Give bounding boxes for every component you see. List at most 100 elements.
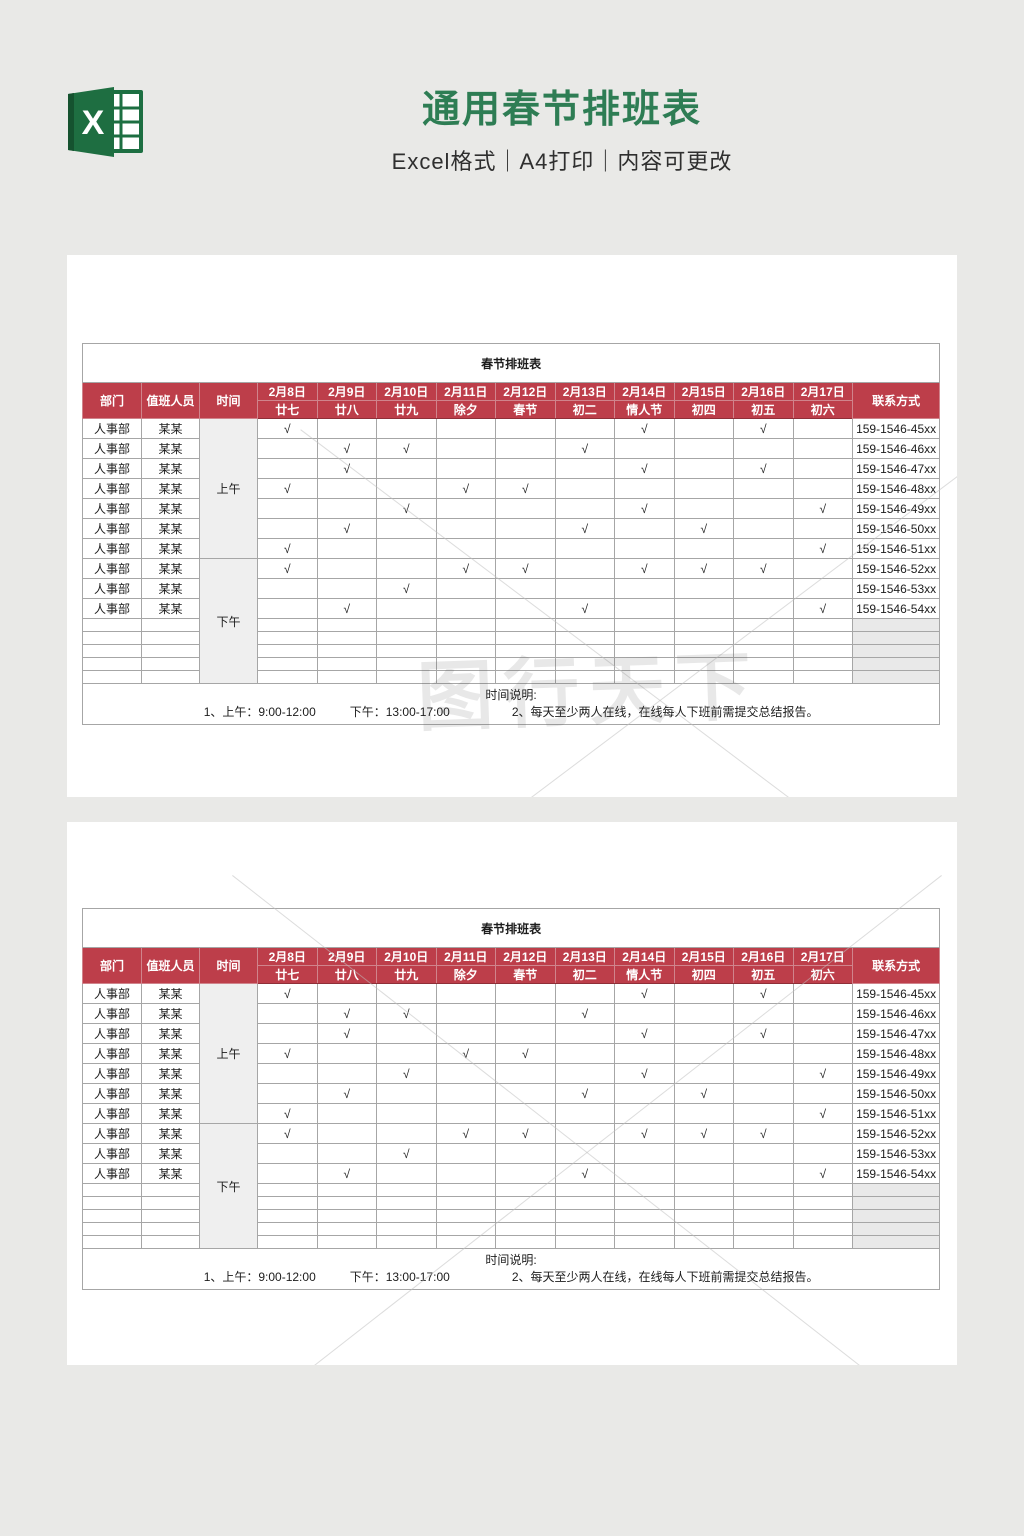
check-cell: √ <box>435 478 496 499</box>
festival-header-cell: 除夕 <box>435 400 496 419</box>
check-cell <box>554 558 615 579</box>
check-cell <box>495 598 556 619</box>
check-cell <box>554 418 615 439</box>
schedule-table: 春节排班表 部门 值班人员 时间 2月8日 2月9日 2月10日 2月11日 2月12日 2月13… <box>81 908 941 1290</box>
check-cell <box>316 478 377 499</box>
date-header-cell: 2月13日 <box>554 947 615 966</box>
festival-header-cell: 廿七 <box>257 965 318 984</box>
check-cell <box>316 1196 377 1210</box>
check-cell <box>257 1209 318 1223</box>
check-cell <box>554 1103 615 1124</box>
check-cell <box>673 670 734 684</box>
check-cell <box>435 983 496 1004</box>
check-cell <box>495 578 556 599</box>
check-cell <box>733 618 794 632</box>
check-cell <box>792 670 853 684</box>
festival-header-cell: 初二 <box>554 965 615 984</box>
check-cell <box>435 1209 496 1223</box>
check-cell <box>792 478 853 499</box>
check-cell <box>316 498 377 519</box>
check-cell: √ <box>376 578 437 599</box>
check-cell <box>792 618 853 632</box>
check-cell: √ <box>614 983 675 1004</box>
person-cell: 某某 <box>141 1163 200 1184</box>
check-cell <box>614 1003 675 1024</box>
check-cell <box>733 1063 794 1084</box>
check-cell <box>495 1235 556 1249</box>
check-cell <box>614 1103 675 1124</box>
check-cell <box>554 1123 615 1144</box>
person-cell: 某某 <box>141 458 200 479</box>
time-header: 时间 <box>199 947 258 984</box>
person-cell <box>141 657 200 671</box>
person-cell: 某某 <box>141 1063 200 1084</box>
check-cell <box>792 438 853 459</box>
person-cell: 某某 <box>141 1043 200 1064</box>
check-cell <box>435 418 496 439</box>
check-cell: √ <box>554 598 615 619</box>
table-header-row-dates: 部门 值班人员 时间 2月8日 2月9日 2月10日 2月11日 2月12日 2月13日 2月14… <box>82 947 941 984</box>
festival-header-cell: 初五 <box>733 400 794 419</box>
person-cell: 某某 <box>141 418 200 439</box>
date-header-cell: 2月16日 <box>733 382 794 401</box>
date-header-cell: 2月16日 <box>733 947 794 966</box>
date-header-cell: 2月15日 <box>673 947 734 966</box>
check-cell <box>495 518 556 539</box>
check-cell <box>733 1209 794 1223</box>
note-item: 1、上午：9:00-12:00 <box>203 705 316 719</box>
check-cell <box>614 1163 675 1184</box>
check-cell <box>554 1043 615 1064</box>
check-cell <box>316 558 377 579</box>
date-header-cell: 2月17日 <box>792 382 853 401</box>
phone-cell <box>851 1235 941 1249</box>
check-cell <box>495 1143 556 1164</box>
dept-cell <box>82 670 142 684</box>
table-row: 人事部 某某 下午 √ √ √ √ √ √ 159-1546-52xx <box>82 1123 941 1249</box>
phone-cell: 159-1546-50xx <box>851 518 941 539</box>
check-cell: √ <box>376 438 437 459</box>
check-cell <box>614 438 675 459</box>
check-cell <box>257 1183 318 1197</box>
festival-header-cell: 情人节 <box>614 965 675 984</box>
phone-cell <box>851 644 941 658</box>
dept-cell: 人事部 <box>82 1023 142 1044</box>
check-cell: √ <box>257 538 318 559</box>
check-cell <box>733 644 794 658</box>
table-notes-row: 时间说明: 1、上午：9:00-12:00 下午：13:00-17:00 2、每天至少… <box>81 1248 941 1290</box>
phone-cell <box>851 618 941 632</box>
check-cell: √ <box>435 1043 496 1064</box>
note-item: 1、上午：9:00-12:00 <box>203 1270 316 1284</box>
table-title-row: 春节排班表 <box>81 908 941 948</box>
check-cell: √ <box>614 558 675 579</box>
person-cell: 某某 <box>141 538 200 559</box>
check-cell <box>435 598 496 619</box>
festival-header-cell: 廿八 <box>316 965 377 984</box>
check-cell <box>435 1163 496 1184</box>
check-cell: √ <box>316 458 377 479</box>
check-cell <box>554 1209 615 1223</box>
phone-cell: 159-1546-49xx <box>851 498 941 519</box>
person-cell <box>141 1196 200 1210</box>
check-cell <box>733 578 794 599</box>
check-cell <box>673 1183 734 1197</box>
check-cell <box>435 670 496 684</box>
contact-header: 联系方式 <box>851 382 941 419</box>
check-cell <box>376 458 437 479</box>
dept-cell: 人事部 <box>82 538 142 559</box>
date-header-cell: 2月14日 <box>614 947 675 966</box>
check-cell <box>257 618 318 632</box>
check-cell: √ <box>376 1063 437 1084</box>
note-item: 2、每天至少两人在线，在线每人下班前需提交总结报告。 <box>511 705 819 719</box>
check-cell <box>316 1222 377 1236</box>
festival-header-cell: 初四 <box>673 400 734 419</box>
notes-heading: 时间说明: <box>485 688 537 702</box>
check-cell <box>495 618 556 632</box>
person-cell: 某某 <box>141 498 200 519</box>
check-cell <box>376 558 437 579</box>
phone-cell <box>851 1196 941 1210</box>
check-cell: √ <box>554 518 615 539</box>
check-cell <box>554 1222 615 1236</box>
check-cell <box>792 657 853 671</box>
check-cell <box>554 1023 615 1044</box>
